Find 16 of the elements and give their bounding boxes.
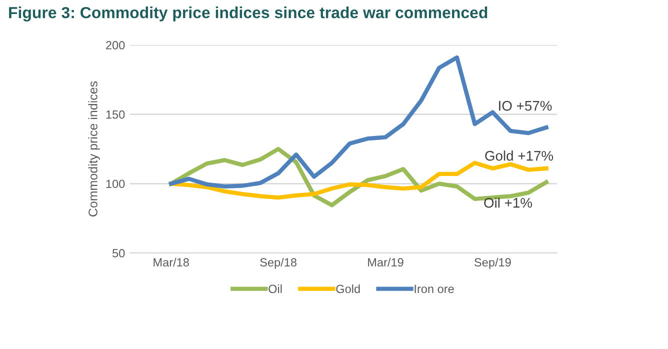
legend-label: Gold [336,284,360,294]
x-tick-label: Sep/18 [260,258,296,269]
y-tick-label: 200 [106,41,125,50]
legend-label: Oil [268,284,282,294]
y-tick-label: 50 [112,249,125,258]
y-tick-label: 100 [106,180,125,188]
y-tick-label: 150 [106,110,125,119]
x-tick-label: Mar/18 [154,258,189,267]
chart-title: Figure 3: Commodity price indices since trade war commenced [9,6,488,22]
annotation: Oil +1% [484,198,532,208]
annotation: IO +57% [499,100,552,111]
x-tick-label: Sep/19 [474,258,511,269]
y-axis-title: Commodity price indices [88,81,100,216]
legend-label: Iron ore [414,284,454,294]
annotation: Gold +17% [485,150,554,161]
x-tick-label: Mar/19 [368,258,404,267]
